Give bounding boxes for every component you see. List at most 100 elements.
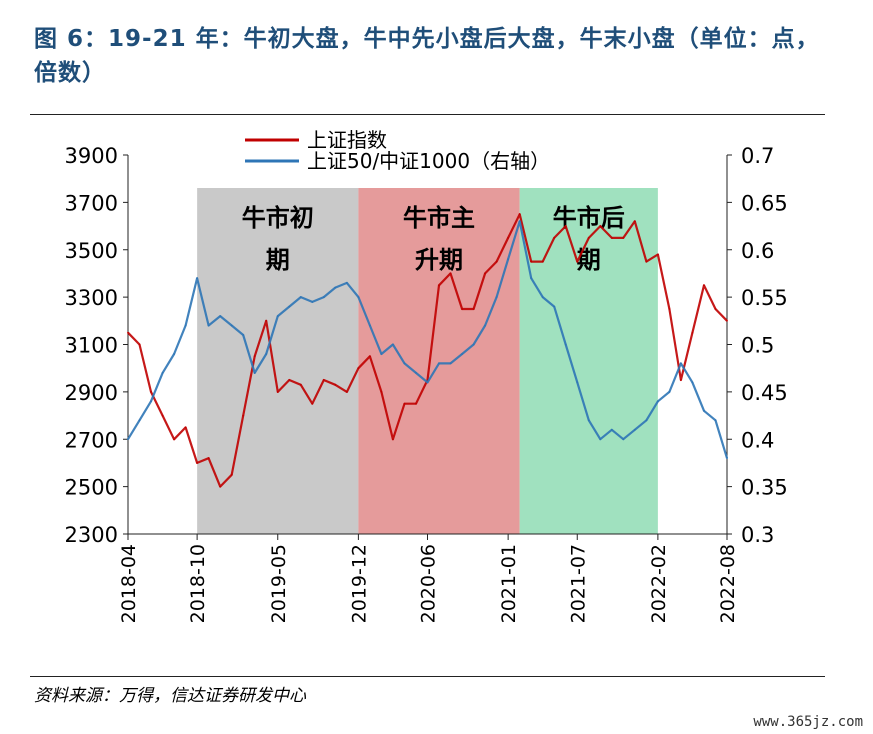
right-tick-label-0: 0.7 [741,144,774,168]
right-tick-label-4: 0.5 [741,334,774,358]
series-2-point-7 [207,324,210,327]
series-2-point-34 [518,220,521,223]
x-tick-label-2: 2019-05 [268,544,290,623]
series-2-point-23 [392,343,394,346]
legend-label-1: 上证指数 [307,128,387,152]
x-tick-label-1: 2018-10 [187,544,209,623]
series-1-point-28 [449,272,452,275]
series-2-point-26 [426,381,429,384]
region-label-1-line2: 期 [266,246,290,274]
bottom-rule [30,676,825,677]
series-2-point-48 [680,362,682,365]
series-2-point-40 [587,419,590,422]
series-1-point-43 [622,237,625,239]
series-2-point-13 [276,315,279,317]
series-1-point-34 [518,213,521,216]
series-2-point-2 [150,400,152,403]
series-2-point-0 [127,438,129,441]
series-1-point-35 [530,260,533,263]
series-2-point-5 [184,324,187,327]
series-1-point-2 [150,391,152,393]
series-1-point-24 [403,402,406,405]
series-1-point-32 [495,260,498,263]
series-2-point-17 [322,296,325,298]
region-label-2-line2: 升期 [415,246,463,274]
series-1-point-21 [369,355,371,358]
series-2-point-49 [691,381,694,384]
series-1-point-0 [127,331,129,334]
series-1-point-16 [311,402,314,405]
series-1-point-13 [276,391,279,393]
series-2-point-19 [346,282,348,284]
left-tick-label-3: 3300 [65,286,118,310]
series-2-point-20 [357,296,360,298]
series-2-point-45 [645,419,648,422]
series-2-point-16 [311,301,314,303]
series-2-point-50 [703,409,705,412]
series-1-point-7 [207,457,210,460]
series-2-point-29 [461,353,463,355]
left-tick-label-6: 2700 [65,428,118,452]
series-1-point-37 [553,237,556,239]
series-2-point-28 [449,362,452,365]
series-2-point-41 [599,438,602,441]
left-tick-label-7: 2500 [65,476,118,500]
right-tick-label-5: 0.45 [741,381,788,405]
series-1-point-9 [230,473,233,476]
x-tick-label-6: 2021-07 [567,544,589,623]
series-2-point-43 [622,438,625,441]
series-2-point-15 [299,296,302,298]
left-tick-label-2: 3500 [65,239,118,263]
series-2-point-21 [369,324,371,327]
series-1-point-14 [288,379,291,381]
series-2-point-36 [541,296,544,298]
series-2-point-38 [564,343,567,346]
region-3 [519,188,658,534]
series-2-point-22 [380,353,383,355]
chart-svg: 牛市初期牛市主升期牛市后期390037003500330031002900270… [65,128,788,623]
right-tick-label-3: 0.55 [741,286,788,310]
series-1-point-27 [438,284,440,287]
series-2-point-4 [173,353,176,355]
series-1-point-36 [541,260,544,263]
series-2-point-33 [507,258,509,261]
legend-label-2: 上证50/中证1000（右轴） [307,149,550,173]
series-1-point-18 [334,383,337,386]
left-tick-label-0: 3900 [65,144,118,168]
series-1-point-11 [253,355,256,358]
series-1-point-4 [173,438,176,441]
series-1-point-50 [703,284,705,287]
series-1-point-33 [507,237,509,239]
series-2-point-12 [265,353,268,355]
series-1-point-15 [299,383,302,386]
region-2 [358,188,520,534]
series-2-point-42 [610,428,613,431]
series-2-point-14 [288,305,291,308]
region-label-3-line2: 期 [577,246,601,274]
series-1-point-5 [184,426,187,429]
series-1-point-47 [668,308,671,310]
series-1-point-22 [380,391,383,393]
series-2-point-47 [668,391,671,393]
left-tick-label-4: 3100 [65,334,118,358]
series-2-point-52 [726,457,728,460]
series-1-point-42 [610,237,613,239]
top-rule [30,114,825,115]
x-tick-label-8: 2022-08 [717,544,739,623]
region-1 [197,188,359,534]
series-1-point-48 [680,379,682,381]
watermark: www.365jz.com [753,714,863,730]
series-2-point-6 [196,277,199,280]
series-2-point-44 [633,428,636,431]
x-tick-label-7: 2022-02 [648,544,670,623]
left-tick-label-8: 2300 [65,523,118,547]
series-1-point-41 [599,225,602,228]
series-1-point-45 [645,260,648,263]
series-1-point-17 [322,379,325,381]
series-2-point-9 [230,324,233,327]
series-1-point-44 [633,220,636,223]
right-tick-label-2: 0.6 [741,239,774,263]
series-1-point-10 [242,414,245,417]
series-1-point-3 [161,414,164,417]
series-1-point-12 [265,319,268,322]
